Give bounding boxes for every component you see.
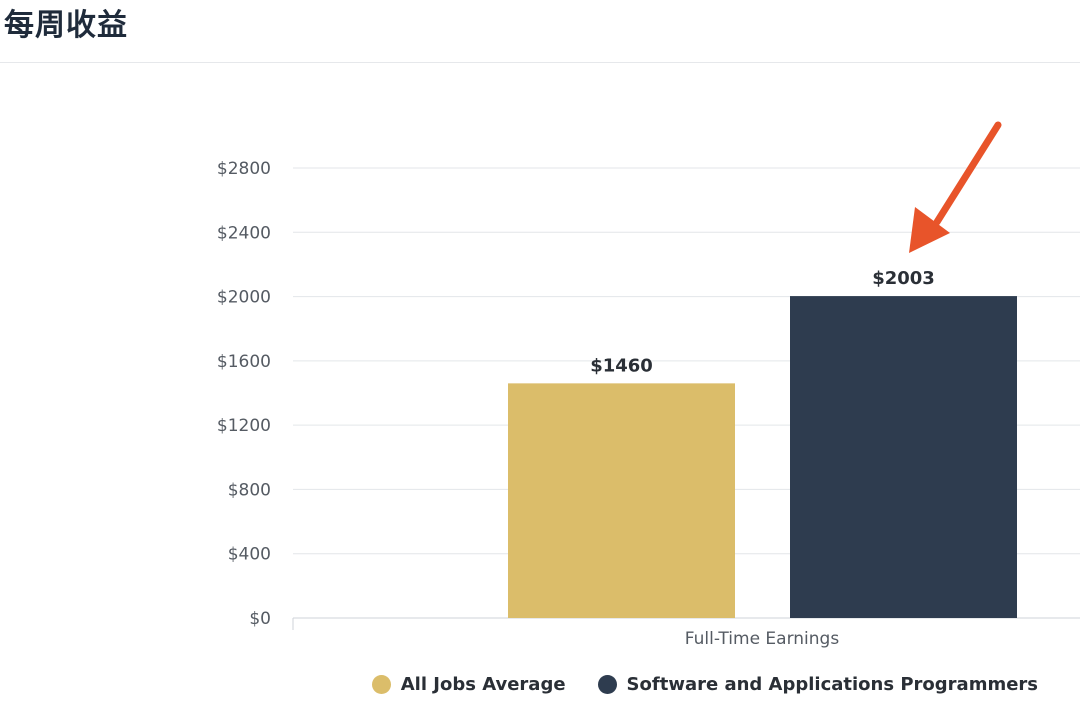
- y-tick-label-2000: $2000: [217, 288, 271, 308]
- legend-swatch-all-jobs-average: [371, 675, 391, 694]
- y-tick-label-1600: $1600: [217, 352, 271, 372]
- legend-swatch-software-programmers: [597, 675, 617, 694]
- annotation-arrow-head: [909, 207, 950, 253]
- page-title: 每周收益: [4, 8, 128, 43]
- y-tick-label-2800: $2800: [217, 159, 271, 179]
- data-label-all-jobs-average: $1460: [590, 355, 653, 376]
- y-tick-label-0: $0: [249, 609, 271, 629]
- y-tick-label-1200: $1200: [217, 416, 271, 436]
- x-category-label: Full-Time Earnings: [685, 629, 840, 649]
- legend-item-software-programmers[interactable]: Software and Applications Programmers: [597, 674, 1038, 695]
- y-tick-label-2400: $2400: [217, 223, 271, 243]
- labels: $0 $400 $800 $1200 $1600 $2000 $2400 $2800 Full-…: [217, 159, 935, 649]
- annotation-arrow-shaft: [933, 121, 1002, 226]
- data-label-software-and-applications-programmers: $2003: [872, 268, 935, 289]
- legend-item-all-jobs-average[interactable]: All Jobs Average: [371, 674, 566, 695]
- y-tick-label-800: $800: [228, 480, 271, 500]
- legend: All Jobs Average Software and Applicatio…: [371, 674, 1038, 695]
- bar-all-jobs-average: [508, 383, 735, 618]
- legend-label-software-programmers: Software and Applications Programmers: [626, 674, 1038, 695]
- title-divider: [0, 62, 1080, 63]
- legend-label-all-jobs-average: All Jobs Average: [400, 674, 566, 695]
- y-tick-label-400: $400: [228, 545, 271, 565]
- bars: [508, 296, 1017, 618]
- annotation-arrow-group: [909, 121, 1002, 253]
- bar-software-and-applications-programmers: [790, 296, 1017, 618]
